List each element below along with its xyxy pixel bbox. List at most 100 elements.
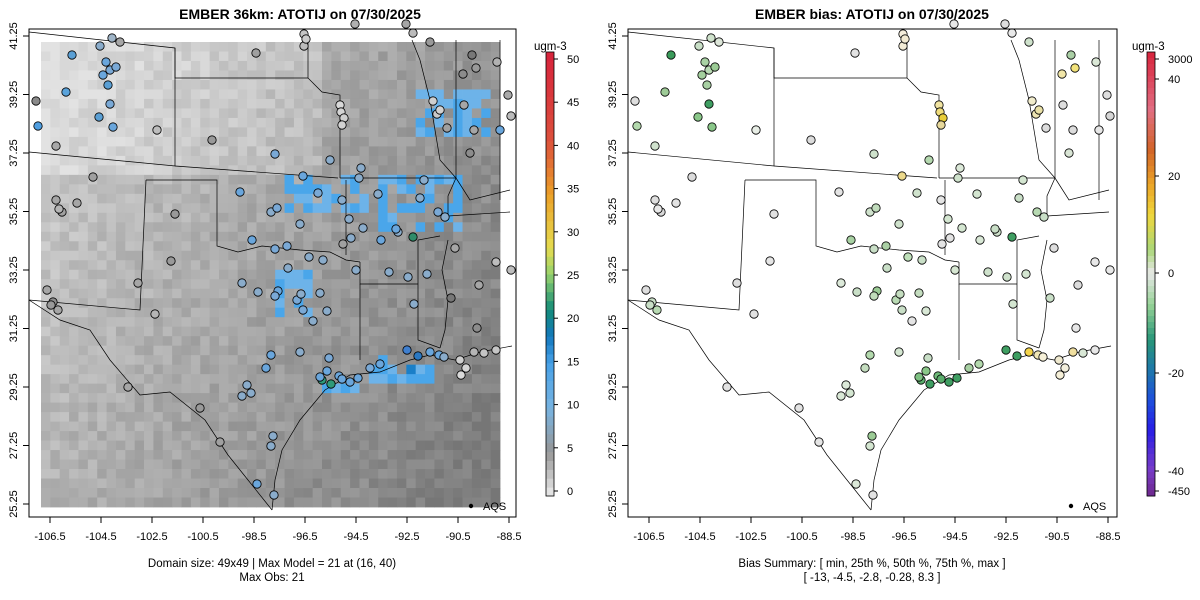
model-grid-cell [125,269,136,280]
bias-point [974,359,984,369]
model-grid-cell [59,269,70,280]
model-grid-cell [50,60,61,71]
model-grid-cell [97,146,107,157]
model-grid-cell [247,250,257,261]
left-x-tick-label: -90.5 [445,531,470,543]
model-grid-cell [471,450,482,460]
model-grid-cell [162,51,173,62]
model-grid-cell [275,269,285,280]
model-grid-cell [312,307,323,318]
model-grid-cell [284,184,295,195]
model-grid-cell [462,203,473,214]
model-grid-cell [153,250,164,261]
model-grid-cell [350,127,360,138]
model-grid-cell [396,440,407,451]
model-grid-cell [293,440,304,451]
left-caption-line1: Domain size: 49x49 | Max Model = 21 at (… [148,558,396,570]
model-grid-cell [218,402,229,413]
model-grid-cell [284,42,295,52]
model-grid-cell [115,51,126,62]
model-grid-cell [387,288,398,299]
model-grid-cell [425,60,435,71]
model-grid-cell [481,459,492,470]
model-grid-cell [97,51,107,62]
model-grid-cell [453,307,463,318]
model-grid-cell [434,336,445,347]
model-grid-cell [41,374,51,385]
model-grid-cell [368,184,379,195]
model-grid-cell [340,260,351,271]
model-grid-cell [172,184,182,195]
model-grid-cell [237,440,248,451]
model-grid-cell [387,127,398,138]
model-grid-cell [181,450,192,460]
model-grid-cell [69,89,79,100]
obs-point [46,300,56,310]
model-grid-cell [97,279,107,290]
left-colorbar-step [546,194,554,204]
model-grid-cell [228,488,239,498]
model-grid-cell [425,136,435,147]
left-colorbar-step [546,274,554,284]
model-grid-cell [378,459,388,470]
model-grid-cell [190,51,201,62]
model-grid-cell [69,193,79,204]
model-grid-cell [387,421,398,432]
model-grid-cell [87,364,98,375]
model-grid-cell [256,336,267,347]
model-grid-cell [41,60,51,71]
model-grid-cell [190,497,201,508]
model-grid-cell [265,497,276,508]
model-grid-cell [218,355,229,366]
model-grid-cell [181,146,192,157]
model-grid-cell [275,79,285,90]
model-grid-cell [462,412,473,422]
model-grid-cell [218,212,229,223]
obs-point [469,347,479,357]
obs-point [467,50,477,60]
model-grid-cell [293,155,304,166]
model-grid-cell [396,345,407,356]
bias-point [1002,272,1012,282]
model-grid-cell [425,355,435,366]
model-grid-cell [200,98,211,109]
model-grid-cell [41,279,51,290]
model-grid-cell [59,459,70,470]
model-grid-cell [481,497,492,508]
model-grid-cell [172,279,182,290]
model-grid-cell [69,269,79,280]
model-grid-cell [284,146,295,157]
model-grid-cell [415,288,426,299]
model-grid-cell [209,241,220,252]
model-grid-cell [425,326,435,337]
model-grid-cell [256,374,267,385]
model-grid-cell [144,127,154,138]
model-grid-cell [284,165,295,176]
obs-point [152,125,162,135]
bias-point [955,163,965,173]
bias-point [897,171,907,181]
model-grid-cell [144,336,154,347]
model-grid-cell [434,89,445,100]
model-grid-cell [331,79,342,90]
model-grid-cell [312,478,323,489]
model-grid-cell [322,269,332,280]
model-grid-cell [331,355,342,366]
model-grid-cell [481,212,492,223]
model-grid-cell [209,60,220,71]
model-grid-cell [443,279,454,290]
model-grid-cell [284,345,295,356]
model-grid-cell [396,307,407,318]
model-grid-cell [256,60,267,71]
model-grid-cell [162,279,173,290]
model-grid-cell [209,412,220,422]
obs-point [402,345,412,355]
model-grid-cell [359,269,370,280]
model-grid-cell [153,488,164,498]
bias-point [937,239,947,249]
bias-point [666,50,676,60]
obs-point [440,212,450,222]
bias-point [1038,352,1048,362]
model-grid-cell [237,193,248,204]
model-grid-cell [200,89,211,100]
